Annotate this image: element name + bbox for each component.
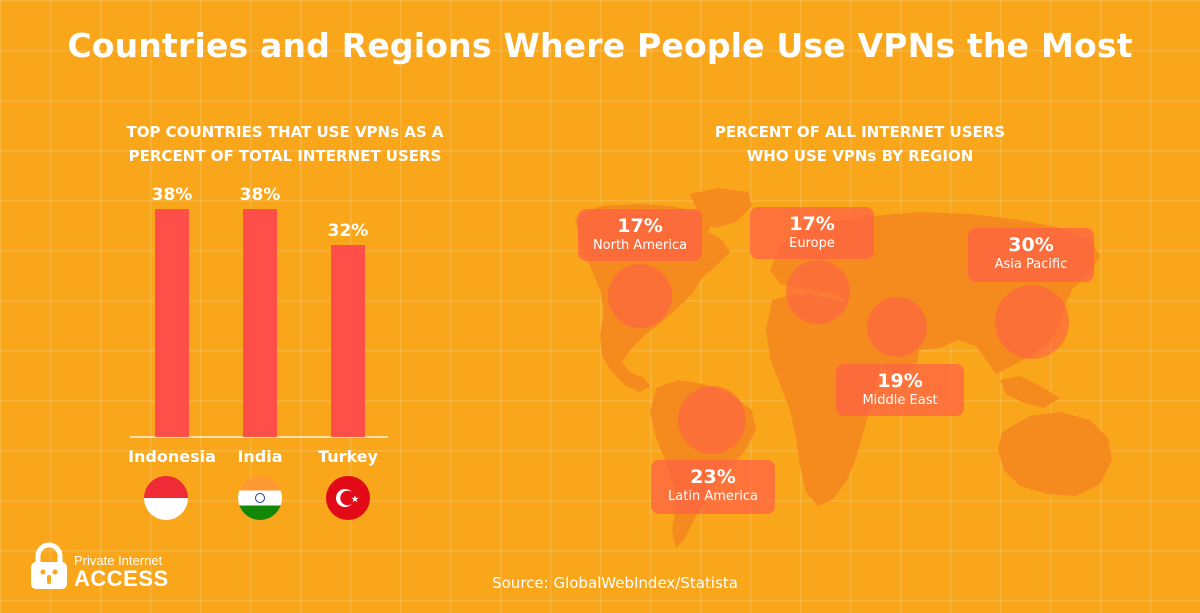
europe-value: 17% xyxy=(789,213,835,235)
north-america-label: North America xyxy=(592,238,688,253)
bar-value-label-turkey: 32% xyxy=(327,221,369,241)
africa-shape xyxy=(766,294,884,506)
india-flag-icon xyxy=(238,476,282,520)
logo-text-line-1: Private Internet xyxy=(74,553,163,568)
indonesia-flag-icon xyxy=(144,476,188,520)
crescent-star-icon xyxy=(336,489,359,507)
middle-east-label: Middle East xyxy=(862,393,938,408)
bar-turkey xyxy=(331,245,365,437)
latin-america-bubble: 23% Latin America xyxy=(651,460,775,514)
bar-chart xyxy=(130,209,388,438)
asia-pacific-bubble: 30% Asia Pacific xyxy=(968,228,1094,282)
region-circles xyxy=(608,260,1069,454)
latin-america-label: Latin America xyxy=(668,489,758,504)
source-note: Source: GlobalWebIndex/Statista xyxy=(492,574,738,592)
bar-value-label-india: 38% xyxy=(239,185,281,205)
category-label-turkey: Turkey xyxy=(318,447,378,466)
middle-east-bubble: 19% Middle East xyxy=(836,364,964,416)
turkey-flag-icon xyxy=(326,476,370,520)
category-label-indonesia: Indonesia xyxy=(128,447,216,466)
map-title: PERCENT OF ALL INTERNET USERS WHO USE VP… xyxy=(620,120,1100,168)
bar-indonesia xyxy=(155,209,189,437)
bar-chart-title: TOP COUNTRIES THAT USE VPNs AS A PERCENT… xyxy=(50,120,520,168)
map-title-line-1: PERCENT OF ALL INTERNET USERS xyxy=(714,123,1006,141)
lock-logo-icon xyxy=(31,542,67,589)
map-title-line-2: WHO USE VPNs BY REGION xyxy=(746,147,974,165)
asia-pacific-circle xyxy=(995,285,1069,359)
bar-chart-title-line-2: PERCENT OF TOTAL INTERNET USERS xyxy=(128,147,442,165)
southeast-asia-shape xyxy=(1000,376,1060,408)
latin-america-circle xyxy=(678,386,746,454)
category-label-india: India xyxy=(237,447,283,466)
bar-value-label-indonesia: 38% xyxy=(151,185,193,205)
greenland-shape xyxy=(690,188,752,228)
australia-shape xyxy=(998,412,1112,496)
north-america-bubble: 17% North America xyxy=(578,209,702,261)
europe-label: Europe xyxy=(789,236,835,251)
logo-text-line-2: ACCESS xyxy=(74,566,169,591)
north-america-value: 17% xyxy=(617,215,663,237)
bar-chart-title-line-1: TOP COUNTRIES THAT USE VPNs AS A xyxy=(126,123,444,141)
north-america-circle xyxy=(608,264,672,328)
page-title: Countries and Regions Where People Use V… xyxy=(67,26,1133,65)
asia-pacific-label: Asia Pacific xyxy=(994,257,1068,272)
asia-pacific-value: 30% xyxy=(1008,234,1054,256)
middle-east-value: 19% xyxy=(877,370,923,392)
europe-circle xyxy=(786,260,850,324)
latin-america-value: 23% xyxy=(690,466,736,488)
bar-india xyxy=(243,209,277,437)
europe-bubble: 17% Europe xyxy=(750,207,874,259)
middle-east-circle xyxy=(867,297,927,357)
